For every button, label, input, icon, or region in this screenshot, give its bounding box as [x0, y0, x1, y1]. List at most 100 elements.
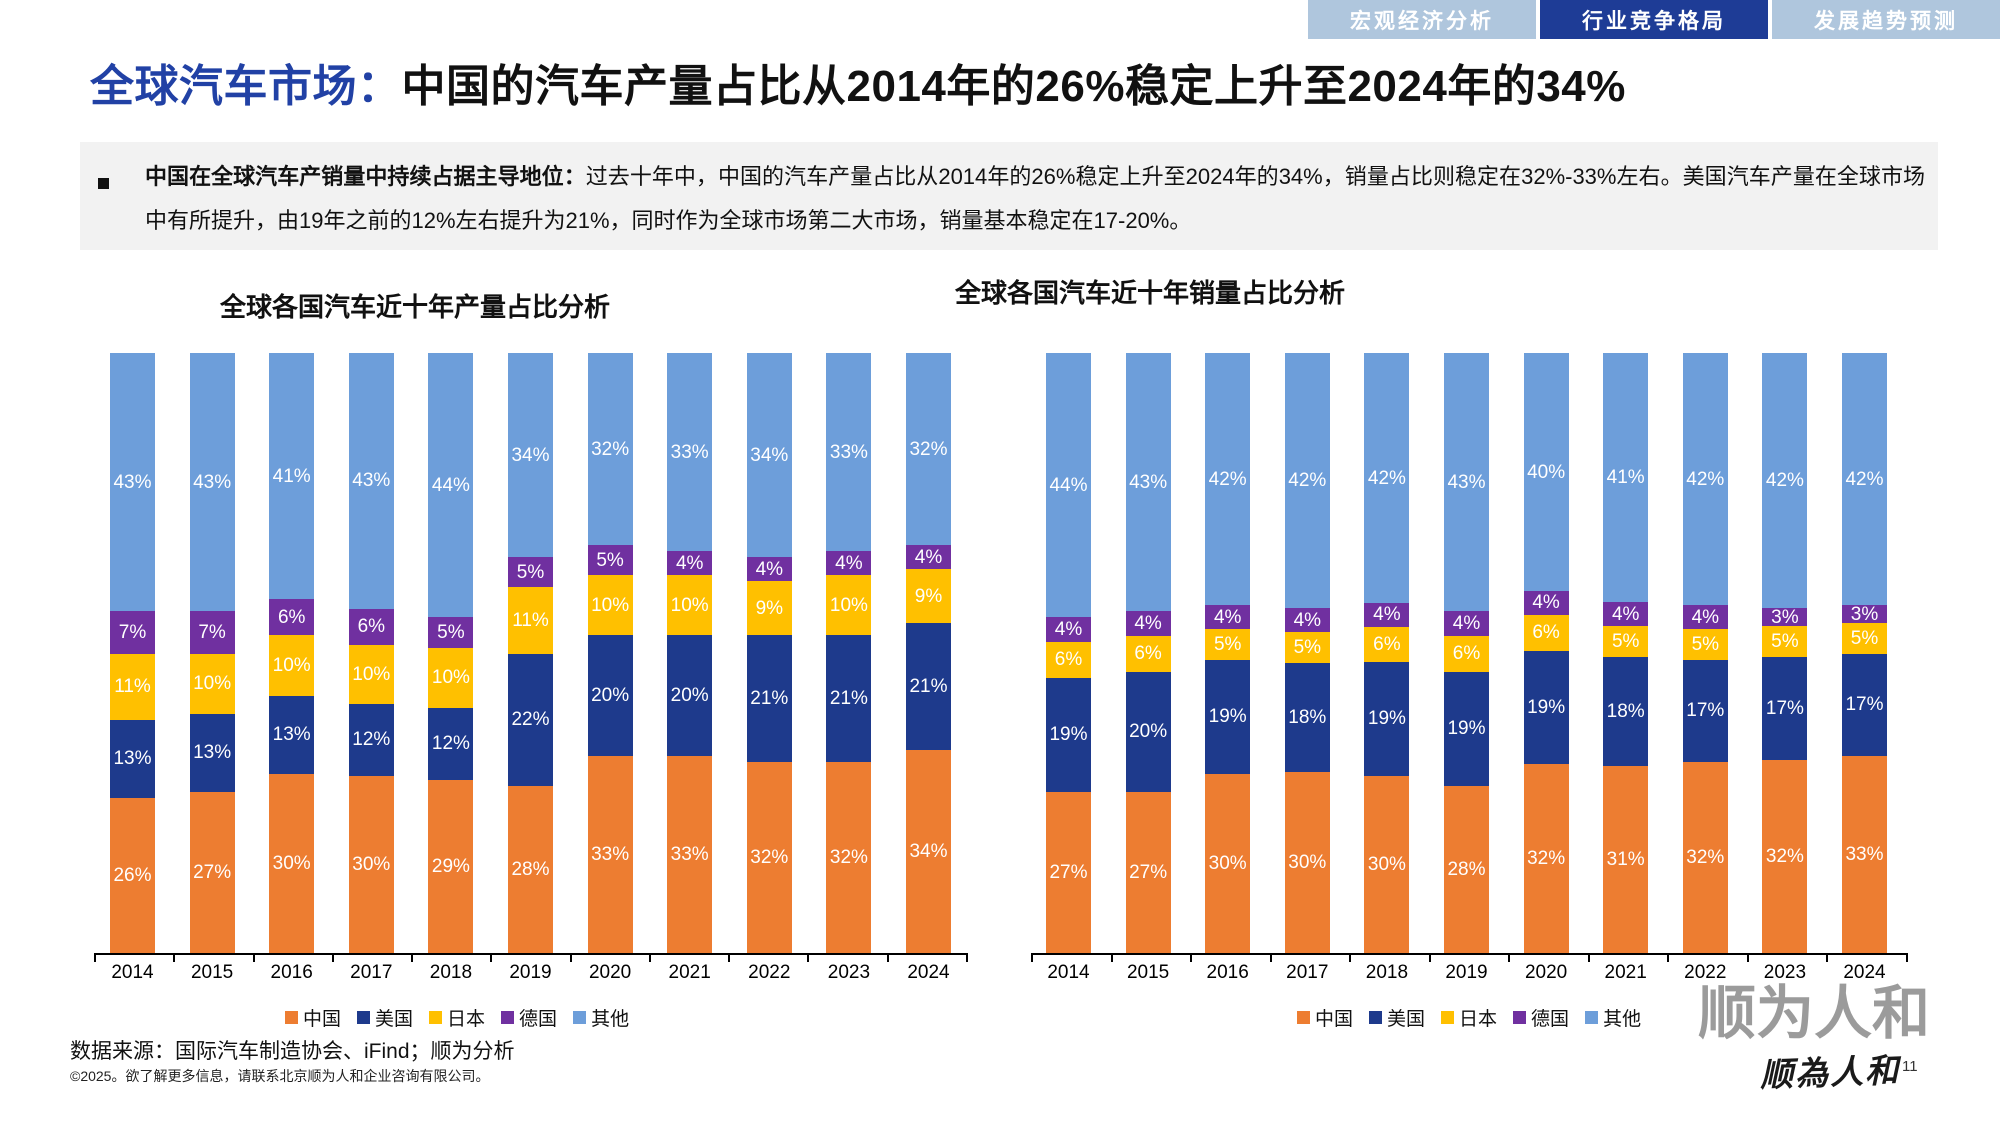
segment-value-label: 4% — [914, 546, 943, 568]
x-axis-tick — [1428, 953, 1431, 962]
segment-value-label: 21% — [909, 676, 948, 698]
bar-segment-其他: 41% — [269, 353, 315, 600]
x-axis-year-label: 2020 — [588, 962, 632, 983]
bar-segment-其他: 43% — [189, 353, 235, 612]
x-axis-tick — [1031, 953, 1033, 962]
bar-segment-日本: 10% — [587, 575, 633, 636]
legend-swatch-icon — [429, 1011, 443, 1024]
bar-segment-美国: 21% — [906, 623, 951, 750]
bar-segment-日本: 9% — [746, 581, 792, 636]
segment-value-label: 7% — [198, 621, 226, 643]
bar-segment-日本: 6% — [1046, 641, 1091, 678]
bar-segment-日本: 5% — [1762, 626, 1808, 657]
segment-value-label: 18% — [1288, 706, 1327, 728]
segment-value-label: 32% — [1686, 847, 1725, 869]
bar-segment-德国: 3% — [1842, 603, 1887, 625]
segment-value-label: 44% — [431, 474, 470, 496]
segment-value-label: 10% — [193, 673, 232, 695]
bar-segment-德国: 4% — [1125, 611, 1171, 636]
x-axis-tick — [1349, 953, 1352, 962]
legend-label: 美国 — [375, 1009, 414, 1030]
bar-segment-美国: 13% — [189, 713, 235, 792]
x-axis-year-label: 2024 — [907, 962, 950, 983]
segment-value-label: 10% — [670, 594, 709, 616]
legend-swatch-icon — [1585, 1011, 1599, 1024]
x-axis-tick — [1667, 953, 1670, 962]
bar-segment-德国: 4% — [1364, 602, 1410, 627]
bar-segment-日本: 10% — [189, 653, 235, 714]
segment-value-label: 7% — [118, 621, 147, 643]
bar-segment-中国: 33% — [587, 755, 633, 954]
segment-value-label: 28% — [1447, 859, 1486, 881]
segment-value-label: 4% — [1691, 606, 1720, 628]
x-axis-tick — [94, 953, 96, 962]
segment-value-label: 17% — [1845, 694, 1884, 716]
segment-value-label: 19% — [1208, 706, 1247, 728]
bar-segment-德国: 5% — [508, 557, 553, 588]
segment-value-label: 31% — [1606, 849, 1645, 871]
bar-segment-美国: 13% — [269, 695, 315, 774]
bar-segment-其他: 32% — [587, 353, 633, 546]
bar-segment-美国: 17% — [1682, 659, 1728, 762]
legend-label: 中国 — [1315, 1009, 1354, 1030]
bar-segment-其他: 42% — [1682, 353, 1728, 606]
segment-value-label: 41% — [272, 465, 311, 487]
bar-segment-德国: 4% — [826, 551, 872, 576]
legend-item-德国: 德国 — [501, 1004, 557, 1031]
segment-value-label: 17% — [1686, 700, 1725, 722]
x-axis-year-label: 2017 — [1286, 962, 1329, 983]
x-axis-tick — [490, 953, 493, 962]
page-number: 11 — [1902, 1058, 1918, 1075]
segment-value-label: 42% — [1765, 470, 1804, 492]
segment-value-label: 5% — [596, 549, 624, 571]
x-axis-tick — [807, 953, 810, 962]
legend-item-其他: 其他 — [1585, 1004, 1641, 1031]
bar-segment-德国: 4% — [1205, 605, 1251, 630]
segment-value-label: 22% — [511, 709, 550, 731]
bar-column-2018: 29% 12% 10% 5% 44% — [428, 353, 474, 954]
segment-value-label: 18% — [1606, 700, 1645, 722]
segment-value-label: 10% — [591, 594, 630, 616]
bar-segment-其他: 44% — [1046, 353, 1091, 618]
x-axis-year-label: 2021 — [1604, 962, 1647, 983]
bar-segment-中国: 31% — [1603, 765, 1649, 954]
page-title-rest: 中国的汽车产量占比从2014年的26%稳定上升至2024年的34% — [401, 62, 1626, 111]
x-axis-year-label: 2023 — [827, 962, 871, 983]
bar-segment-日本: 10% — [826, 575, 872, 636]
bar-column-2024: 33% 17% 5% 3% 42% — [1842, 353, 1887, 954]
x-axis-year-label: 2016 — [270, 962, 313, 983]
x-axis-year-label: 2018 — [1365, 962, 1409, 983]
bar-segment-其他: 32% — [906, 353, 951, 546]
x-axis-tick — [1110, 953, 1113, 962]
tab-trend-forecast[interactable]: 发展趋势预测 — [1772, 0, 2000, 39]
bar-column-2014: 26% 13% 11% 7% 43% — [110, 353, 155, 954]
bar-segment-其他: 41% — [1603, 353, 1649, 602]
legend-item-德国: 德国 — [1513, 1004, 1569, 1031]
segment-value-label: 30% — [1288, 852, 1327, 874]
segment-value-label: 33% — [670, 441, 709, 463]
x-axis-tick — [1508, 953, 1511, 962]
tab-industry-competition[interactable]: 行业竞争格局 — [1540, 0, 1768, 39]
segment-value-label: 20% — [670, 685, 709, 707]
segment-value-label: 32% — [750, 847, 789, 869]
bar-segment-日本: 5% — [1842, 623, 1887, 654]
bar-column-2024: 34% 21% 9% 4% 32% — [906, 353, 951, 954]
bar-segment-日本: 11% — [508, 587, 553, 654]
bar-column-2020: 32% 19% 6% 4% 40% — [1523, 353, 1569, 954]
legend-label: 日本 — [1459, 1009, 1498, 1030]
tab-macro-economy-analysis[interactable]: 宏观经济分析 — [1308, 0, 1536, 39]
bar-segment-美国: 19% — [1046, 677, 1091, 792]
bar-segment-其他: 42% — [1762, 353, 1808, 609]
segment-value-label: 13% — [272, 724, 311, 746]
segment-value-label: 3% — [1850, 603, 1879, 625]
segment-value-label: 4% — [1452, 612, 1481, 634]
bar-segment-其他: 33% — [826, 353, 872, 552]
segment-value-label: 27% — [1049, 862, 1088, 884]
key-message-box: 中国在全球汽车产销量中持续占据主导地位：过去十年中，中国的汽车产量占比从2014… — [80, 142, 1938, 250]
bar-segment-美国: 12% — [428, 707, 474, 780]
x-axis-tick — [886, 953, 889, 962]
bar-segment-中国: 33% — [1842, 755, 1887, 954]
segment-value-label: 5% — [1850, 627, 1879, 649]
bar-column-2017: 30% 12% 10% 6% 43% — [348, 353, 394, 954]
segment-value-label: 4% — [1532, 592, 1560, 614]
